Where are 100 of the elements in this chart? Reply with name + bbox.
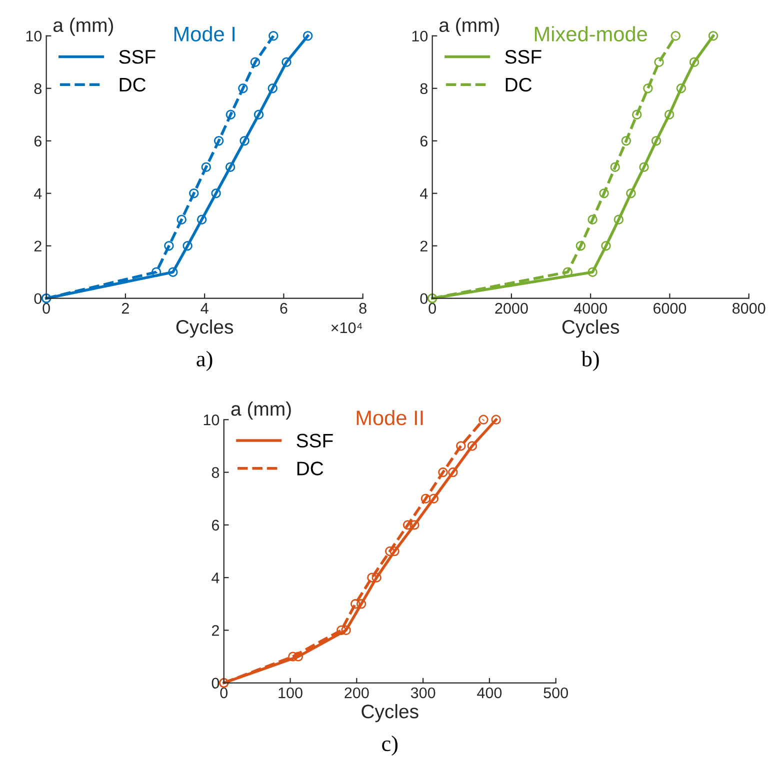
y-tick-label: 10 — [412, 30, 428, 42]
point — [268, 31, 278, 41]
point — [226, 110, 236, 120]
point — [268, 83, 278, 94]
x-tick-label: 6 — [280, 302, 288, 314]
y-tick-label: 0 — [420, 293, 428, 304]
x-tick-label: 2 — [122, 302, 129, 314]
point — [367, 572, 377, 582]
y-tick-label: 4 — [34, 188, 42, 199]
point — [614, 214, 624, 224]
point — [639, 162, 649, 172]
y-tick-label: 8 — [212, 467, 220, 478]
point — [341, 625, 351, 636]
point — [478, 414, 488, 425]
point — [601, 240, 611, 251]
y-tick-label: 2 — [34, 240, 42, 252]
point — [654, 57, 664, 67]
y-tick-label: 8 — [34, 83, 42, 94]
legend-label: SSF — [505, 50, 542, 64]
chart-title: Mode I — [174, 26, 235, 42]
point — [350, 599, 360, 609]
chart-title: Mixed-mode — [534, 26, 647, 42]
point — [182, 240, 192, 251]
point — [632, 110, 642, 120]
point — [562, 267, 572, 277]
point — [288, 652, 298, 662]
x-tick-label: 0 — [220, 687, 228, 698]
point — [456, 441, 466, 451]
y-tick-label: 4 — [212, 572, 220, 584]
point — [664, 110, 674, 120]
y-tick-label: 2 — [212, 625, 219, 636]
y-axis-title: a (mm) — [231, 402, 291, 420]
chart-title: Mode II — [356, 410, 423, 426]
point — [708, 31, 718, 41]
point — [151, 267, 162, 277]
point — [189, 188, 199, 198]
y-tick-label: 4 — [420, 188, 428, 199]
point — [428, 494, 439, 504]
point — [420, 494, 431, 504]
x-tick-label: 200 — [344, 687, 369, 698]
point — [576, 240, 586, 251]
text: a) — [196, 350, 212, 371]
x-axis-title: Cycles — [562, 320, 620, 338]
point — [356, 599, 366, 609]
y-tick-label: 6 — [34, 136, 42, 147]
y-tick-label: 6 — [212, 520, 220, 531]
y-tick-label: 0 — [212, 678, 220, 689]
point — [302, 31, 313, 41]
x-tick-label: 500 — [544, 687, 568, 698]
y-tick-label: 6 — [420, 136, 428, 147]
point — [254, 110, 264, 120]
point — [676, 83, 686, 94]
x-tick-label: 8 — [359, 302, 366, 314]
point — [168, 267, 178, 277]
x-axis-title: Cycles — [362, 704, 418, 722]
point — [670, 31, 681, 41]
x-tick-label: 400 — [477, 687, 502, 698]
point — [196, 214, 207, 224]
y-tick-label: 10 — [26, 30, 42, 42]
point — [176, 214, 186, 224]
point — [610, 162, 620, 172]
point — [438, 467, 448, 478]
x-tick-label: 6000 — [653, 302, 686, 314]
point — [689, 57, 700, 67]
y-tick-label: 8 — [420, 83, 428, 94]
point — [410, 520, 420, 530]
point — [626, 188, 636, 198]
point — [390, 546, 400, 556]
point — [467, 441, 478, 451]
x-tick-label: 0 — [42, 302, 50, 314]
x-tick-label: 4000 — [574, 302, 607, 314]
point — [588, 214, 598, 224]
x-tick-label: 4 — [200, 303, 208, 314]
legend-label: DC — [297, 462, 324, 476]
point — [164, 240, 174, 251]
point — [588, 267, 598, 277]
x-tick-label: 300 — [410, 687, 436, 698]
x-tick-label: 8000 — [732, 302, 766, 314]
y-axis-title: a (mm) — [53, 18, 114, 36]
text: b) — [581, 350, 599, 371]
legend-label: SSF — [296, 434, 333, 448]
legend-label: DC — [120, 78, 146, 92]
text: ×10⁴ — [331, 322, 362, 334]
x-axis-title: Cycles — [176, 320, 234, 338]
point — [402, 520, 413, 530]
x-tick-label: 2000 — [495, 302, 528, 314]
y-axis-title: a (mm) — [439, 18, 500, 36]
point — [240, 136, 250, 146]
point — [211, 188, 221, 198]
point — [621, 136, 632, 146]
point — [491, 414, 501, 425]
x-tick-label: 100 — [278, 687, 302, 698]
y-tick-label: 0 — [34, 293, 42, 304]
point — [214, 136, 224, 146]
point — [201, 162, 212, 172]
point — [385, 546, 395, 556]
point — [372, 572, 382, 582]
y-tick-label: 10 — [204, 414, 220, 426]
point — [651, 136, 662, 146]
point — [282, 57, 292, 67]
